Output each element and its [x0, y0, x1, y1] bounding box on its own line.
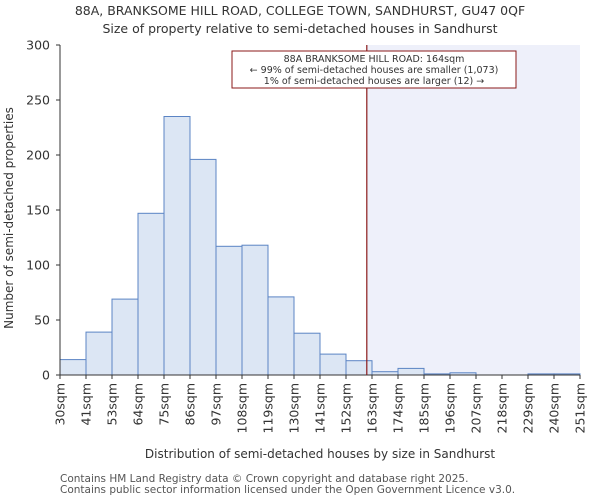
x-tick-label: 229sqm [521, 383, 536, 433]
histogram-bar [111, 298, 139, 376]
footer-copyright: Contains HM Land Registry data © Crown c… [60, 473, 469, 485]
histogram-bar [293, 332, 321, 376]
x-tick-label: 75sqm [157, 383, 172, 426]
x-tick-label: 119sqm [261, 383, 276, 433]
x-tick-label: 41sqm [79, 383, 94, 426]
y-tick-label: 150 [26, 203, 50, 218]
chart-subtitle: Size of property relative to semi-detach… [102, 21, 498, 36]
x-tick-label: 152sqm [339, 383, 354, 433]
histogram-bar [267, 296, 295, 376]
y-axis-label: Number of semi-detached properties [2, 107, 16, 329]
chart-title: 88A, BRANKSOME HILL ROAD, COLLEGE TOWN, … [74, 3, 526, 18]
histogram-bar [345, 360, 373, 376]
histogram-bar [215, 245, 243, 376]
histogram-bar [319, 353, 347, 376]
histogram-bar [241, 244, 269, 376]
annotation-text-line: ← 99% of semi-detached houses are smalle… [250, 65, 499, 76]
x-tick-label: 185sqm [417, 383, 432, 433]
annotation-box [231, 50, 517, 89]
x-tick-label: 174sqm [391, 383, 406, 433]
x-tick-label: 240sqm [547, 383, 562, 433]
x-tick-label: 86sqm [183, 383, 198, 426]
x-tick-label: 130sqm [287, 383, 302, 433]
x-tick-label: 163sqm [365, 383, 380, 433]
histogram-bar [59, 359, 87, 376]
y-tick-label: 100 [26, 258, 50, 273]
x-tick-label: 30sqm [53, 383, 68, 426]
y-tick-label: 250 [26, 93, 50, 108]
histogram-bar [163, 116, 191, 376]
y-tick-label: 50 [34, 313, 50, 328]
x-tick-label: 251sqm [573, 383, 588, 433]
x-tick-label: 207sqm [469, 383, 484, 433]
histogram-bar [85, 331, 113, 376]
histogram-bar [189, 158, 217, 376]
x-tick-label: 141sqm [313, 383, 328, 433]
annotation-text-line: 88A BRANKSOME HILL ROAD: 164sqm [284, 54, 465, 65]
footer-licence: Contains public sector information licen… [60, 484, 516, 496]
x-tick-label: 53sqm [105, 383, 120, 426]
annotation-text-line: 1% of semi-detached houses are larger (1… [264, 76, 484, 87]
y-tick-label: 0 [42, 368, 50, 383]
y-tick-label: 200 [26, 148, 50, 163]
x-axis-label: Distribution of semi-detached houses by … [145, 447, 495, 461]
y-tick-label: 300 [26, 38, 50, 53]
histogram-bar [397, 367, 425, 376]
x-tick-label: 108sqm [235, 383, 250, 433]
x-tick-label: 196sqm [443, 383, 458, 433]
larger-region-shade [366, 45, 580, 375]
x-tick-label: 218sqm [495, 383, 510, 433]
histogram-bar [137, 212, 165, 376]
x-tick-label: 64sqm [131, 383, 146, 426]
x-tick-label: 97sqm [209, 383, 224, 426]
